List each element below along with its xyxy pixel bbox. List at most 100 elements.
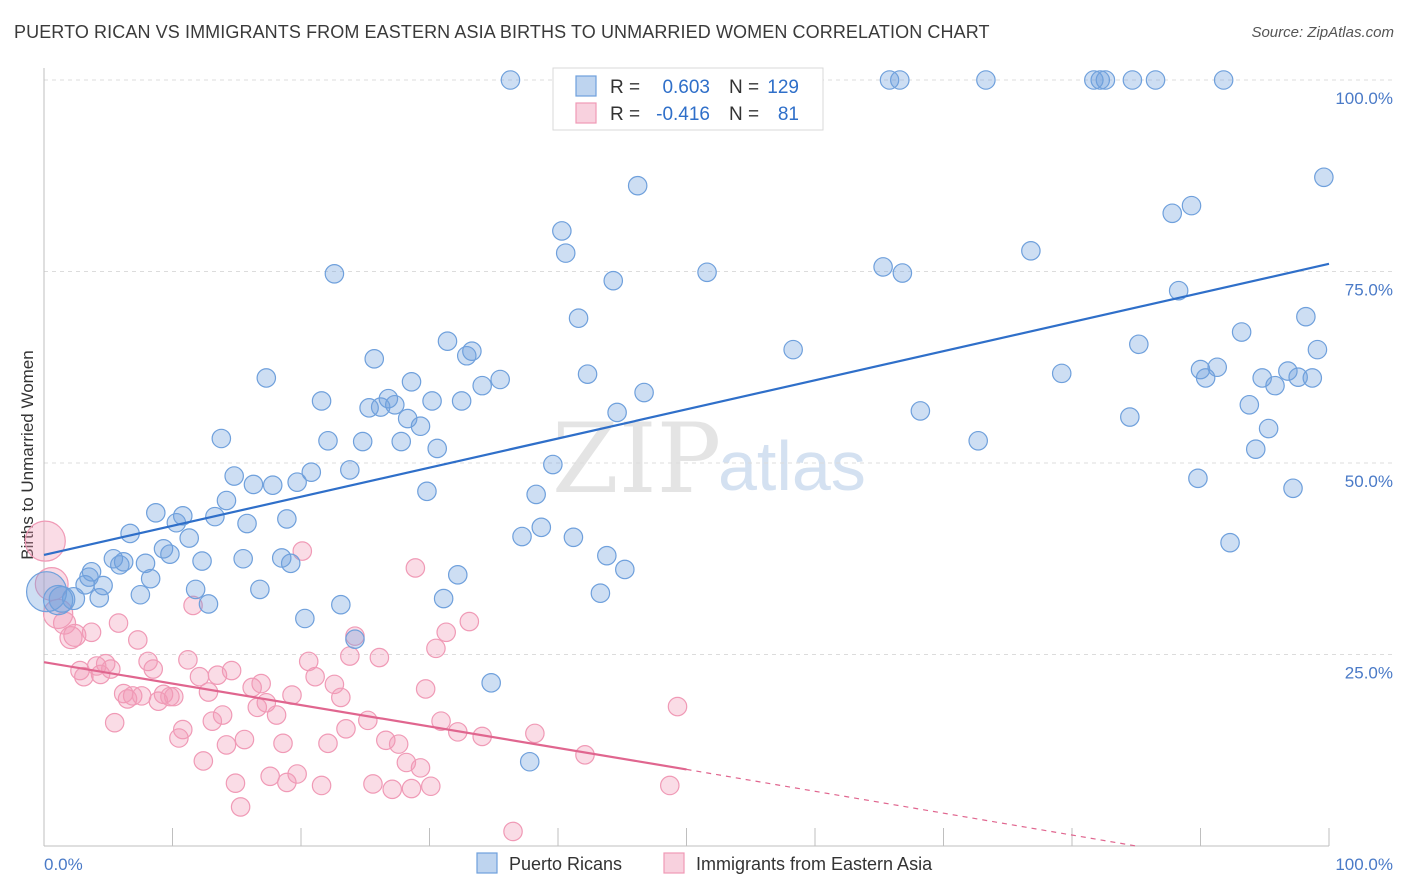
eastern-asia-point	[81, 622, 102, 643]
puerto-rican-point	[135, 553, 156, 574]
eastern-asia-point	[59, 626, 83, 650]
puerto-rican-point	[352, 431, 373, 452]
watermark-atlas: atlas	[718, 427, 866, 505]
eastern-asia-point	[230, 797, 251, 817]
puerto-rican-point	[287, 472, 307, 492]
puerto-rican-point	[1296, 306, 1316, 327]
legend-label: Puerto Ricans	[509, 854, 622, 874]
eastern-asia-point	[198, 682, 219, 702]
y-tick-label: 50.0%	[1345, 472, 1393, 491]
puerto-rican-point	[277, 509, 297, 529]
puerto-rican-point	[224, 466, 244, 486]
stats-n-label: N =	[729, 77, 759, 98]
puerto-rican-point	[1145, 70, 1166, 90]
puerto-rican-point	[301, 462, 322, 482]
stats-swatch	[575, 75, 597, 97]
puerto-rican-point	[417, 481, 437, 502]
puerto-rican-point	[1220, 532, 1240, 553]
eastern-asia-point	[273, 733, 293, 754]
puerto-rican-point	[192, 551, 212, 571]
puerto-rican-point	[968, 430, 988, 451]
puerto-rican-point	[552, 221, 572, 241]
eastern-asia-point	[318, 733, 338, 754]
chart-title: PUERTO RICAN VS IMMIGRANTS FROM EASTERN …	[14, 22, 990, 42]
puerto-rican-point	[160, 544, 180, 564]
eastern-asia-point	[431, 711, 451, 731]
y-axis-title: Births to Unmarried Women	[18, 350, 37, 559]
series-puerto-ricans-points	[25, 70, 1334, 772]
eastern-asia-point	[163, 686, 184, 707]
puerto-rican-point	[370, 397, 391, 417]
puerto-rican-point	[1090, 70, 1111, 90]
puerto-rican-point	[140, 568, 161, 589]
puerto-rican-point	[422, 391, 442, 411]
y-tick-label: 100.0%	[1335, 89, 1393, 108]
stats-n-label: N =	[729, 104, 759, 125]
stats-swatch	[575, 102, 597, 124]
eastern-asia-point	[420, 776, 441, 797]
puerto-rican-point	[433, 588, 454, 609]
puerto-rican-point	[447, 565, 468, 585]
eastern-asia-point	[363, 774, 383, 794]
puerto-rican-point	[1120, 407, 1140, 427]
puerto-rican-point	[262, 475, 283, 496]
eastern-asia-point	[405, 558, 426, 578]
puerto-rican-point	[130, 584, 151, 605]
puerto-rican-point	[1245, 439, 1266, 460]
puerto-rican-point	[543, 454, 563, 475]
puerto-rican-point	[892, 263, 913, 283]
eastern-asia-point	[410, 758, 431, 778]
eastern-asia-point	[287, 764, 307, 784]
x-tick-label: 0.0%	[44, 855, 83, 874]
puerto-rican-point	[295, 608, 315, 629]
puerto-rican-point	[563, 527, 584, 548]
puerto-rican-point	[1213, 70, 1234, 90]
eastern-asia-point	[225, 773, 246, 793]
puerto-rican-point	[451, 391, 472, 411]
legend-swatch	[476, 852, 498, 874]
legend-swatch	[663, 852, 685, 874]
puerto-rican-point	[1265, 375, 1285, 396]
eastern-asia-point	[292, 541, 313, 561]
eastern-asia-point	[128, 630, 148, 650]
puerto-rican-point	[519, 751, 540, 772]
puerto-rican-point	[81, 561, 102, 582]
eastern-asia-point	[575, 745, 595, 765]
stats-n-value: 129	[767, 77, 799, 98]
puerto-rican-point	[1258, 418, 1279, 439]
stats-n-value: 81	[778, 104, 799, 125]
eastern-asia-point	[172, 719, 193, 740]
puerto-rican-point	[211, 428, 232, 449]
puerto-rican-point	[401, 372, 422, 392]
puerto-rican-point	[1314, 167, 1334, 188]
puerto-rican-point	[250, 579, 270, 600]
puerto-rican-point	[237, 513, 257, 534]
trend-lines	[43, 262, 1330, 847]
eastern-asia-trend-line	[43, 661, 687, 771]
eastern-asia-point	[331, 687, 351, 708]
puerto-rican-point	[1095, 70, 1116, 90]
eastern-asia-point	[266, 705, 287, 725]
puerto-rican-point	[976, 70, 996, 90]
puerto-rican-point	[1302, 368, 1323, 388]
eastern-asia-point	[426, 638, 446, 659]
puerto-rican-point	[634, 382, 654, 403]
puerto-rican-point	[1122, 70, 1143, 90]
puerto-rican-point	[216, 490, 237, 511]
eastern-asia-point	[415, 679, 436, 699]
puerto-rican-point	[531, 517, 552, 538]
puerto-rican-point	[577, 364, 598, 384]
puerto-rican-point	[280, 553, 301, 574]
source-label: Source: ZipAtlas.com	[1251, 24, 1394, 41]
y-tick-label: 25.0%	[1345, 664, 1393, 683]
puerto-rican-point	[331, 594, 351, 615]
eastern-asia-point	[104, 712, 125, 733]
legend-label: Immigrants from Eastern Asia	[696, 854, 933, 874]
series-eastern-asia-points	[24, 520, 688, 842]
puerto-rican-point	[590, 583, 611, 604]
puerto-rican-point	[890, 70, 910, 90]
puerto-rican-point	[627, 175, 648, 196]
puerto-rican-point	[410, 416, 431, 437]
eastern-asia-point	[388, 734, 409, 754]
puerto-rican-point	[1283, 478, 1303, 499]
